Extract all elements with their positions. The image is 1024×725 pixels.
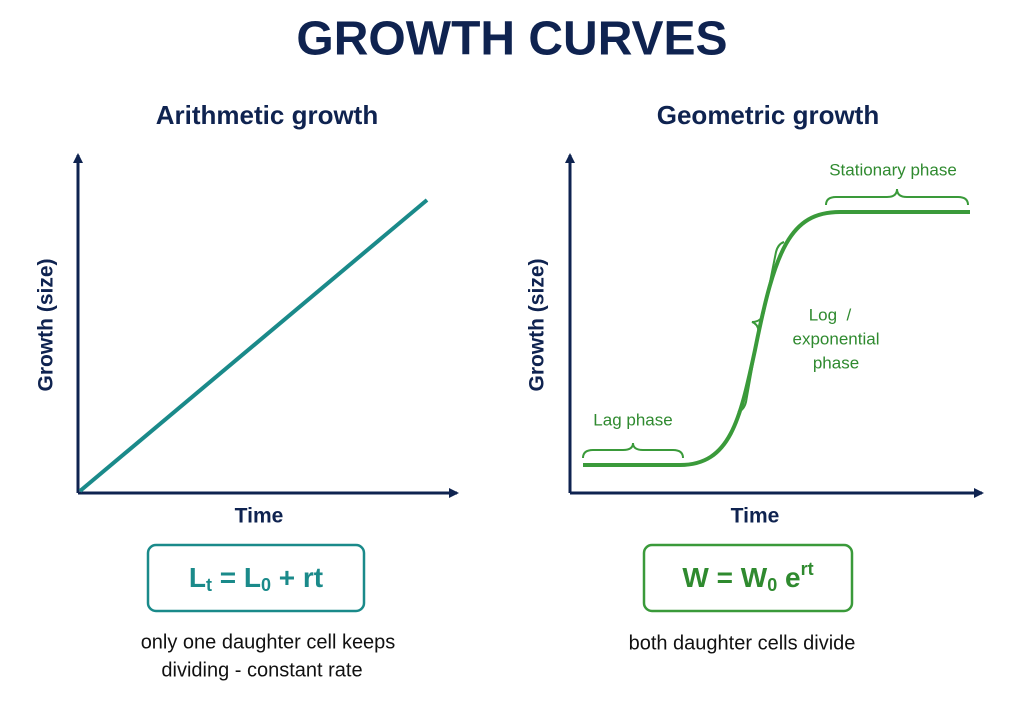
formula-part: W = W [682,562,767,593]
linear-curve [78,198,429,493]
main-title: GROWTH CURVES [296,13,727,66]
formula: W = W0 ert [682,559,813,595]
log-brace [737,241,785,413]
y-axis-label: Growth (size) [35,258,58,391]
formula-part: e [777,562,800,593]
stationary-brace [825,188,969,206]
annotation: phase [813,353,859,372]
formula-box [146,543,366,613]
formula-part: = L [212,562,261,593]
formula-subscript: 0 [261,575,271,595]
annotation: Stationary phase [829,160,957,179]
caption: only one daughter cell keeps [141,631,396,653]
formula: Lt = L0 + rt [189,562,323,594]
x-axis-label: Time [235,505,284,528]
caption: dividing - constant rate [161,659,362,681]
x-axis-label: Time [731,505,780,528]
y-axis-label: Growth (size) [526,258,549,391]
caption: both daughter cells divide [629,632,856,654]
formula-subscript: t [206,575,212,595]
formula-box [642,543,854,613]
formula-part: L [189,562,206,593]
panel-title: Arithmetic growth [156,100,378,130]
formula-superscript: rt [801,559,814,579]
annotation: Log / [809,305,852,324]
annotation: Lag phase [593,410,672,429]
annotation: exponential [793,329,880,348]
panel-title: Geometric growth [657,100,879,130]
lag-brace [582,442,684,459]
formula-part: + rt [271,562,323,593]
formula-subscript: 0 [767,575,777,595]
